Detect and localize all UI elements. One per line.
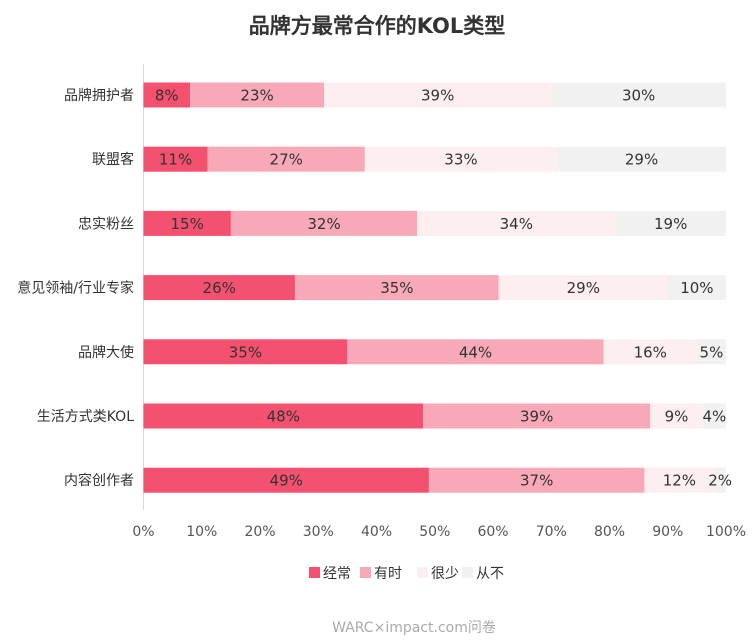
x-tick-label: 100% — [706, 524, 746, 540]
bar-segment — [615, 210, 726, 236]
x-tick-label: 40% — [361, 524, 392, 540]
x-tick-label: 30% — [303, 524, 334, 540]
bar-segment — [714, 467, 726, 493]
data-label: 32% — [307, 215, 340, 233]
chart-title: 品牌方最常合作的KOL类型 — [249, 14, 506, 38]
bar-segment — [324, 82, 552, 108]
x-tick-label: 70% — [536, 524, 567, 540]
bar-segment — [423, 403, 651, 429]
data-label: 15% — [171, 215, 204, 233]
data-label: 39% — [520, 408, 553, 426]
data-label: 33% — [444, 151, 477, 169]
bar-segment — [650, 403, 703, 429]
bars-group: 8% 23% 39% 30% 11% 27% 33% 29% 15% 32% 34% 19% 26% 35… — [143, 82, 732, 493]
bar-segment — [702, 403, 726, 429]
bar-segment — [143, 467, 429, 493]
x-tick-label: 50% — [419, 524, 450, 540]
bar-segment — [557, 146, 726, 172]
data-label: 9% — [665, 408, 689, 426]
data-label: 29% — [625, 151, 658, 169]
source-note: WARC×impact.com问卷 — [332, 620, 496, 636]
bar-segment — [498, 275, 668, 301]
bar-segment — [644, 467, 715, 493]
x-tick-label: 20% — [244, 524, 275, 540]
legend-swatch — [309, 567, 320, 578]
data-label: 49% — [270, 472, 303, 490]
bar-segment — [667, 275, 726, 301]
bar-segment — [190, 82, 325, 108]
category-label: 品牌大使 — [78, 344, 134, 361]
bar-segment — [347, 339, 604, 365]
category-label: 内容创作者 — [64, 472, 134, 489]
data-label: 12% — [663, 472, 696, 490]
bar-segment — [428, 467, 645, 493]
bar-segment — [230, 210, 418, 236]
legend-label: 经常 — [323, 566, 351, 582]
legend-swatch — [462, 567, 473, 578]
data-label: 19% — [654, 215, 687, 233]
data-label: 5% — [700, 343, 724, 361]
data-label: 23% — [240, 87, 273, 105]
data-label: 10% — [680, 279, 713, 297]
category-label: 忠实粉丝 — [78, 216, 134, 232]
bar-segment — [143, 403, 424, 429]
data-label: 4% — [702, 408, 726, 426]
data-label: 8% — [155, 87, 179, 105]
x-tick-label: 0% — [132, 524, 154, 540]
data-label: 2% — [708, 472, 732, 490]
bar-segment — [551, 82, 726, 108]
legend-label: 有时 — [374, 566, 402, 582]
bar-segment — [143, 275, 295, 301]
legend-label: 从不 — [476, 566, 504, 582]
data-label: 35% — [380, 279, 413, 297]
x-tick-label: 10% — [186, 524, 217, 540]
data-label: 34% — [500, 215, 533, 233]
bar-segment — [143, 210, 231, 236]
x-tick-label: 90% — [652, 524, 683, 540]
x-axis-ticks: 0% 10% 20% 30% 40% 50% 60% 70% 80% 90% 100% — [132, 524, 746, 540]
bar-segment — [364, 146, 558, 172]
legend: 经常 有时 很少 从不 — [309, 566, 504, 582]
data-label: 26% — [203, 279, 236, 297]
legend-swatch — [417, 567, 428, 578]
bar-segment — [143, 339, 348, 365]
bar-segment — [207, 146, 365, 172]
legend-swatch — [360, 567, 371, 578]
data-label: 48% — [267, 408, 300, 426]
bar-segment — [696, 339, 726, 365]
data-label: 35% — [229, 343, 262, 361]
data-label: 30% — [622, 87, 655, 105]
bar-segment — [143, 146, 208, 172]
x-tick-label: 80% — [594, 524, 625, 540]
x-tick-label: 60% — [477, 524, 508, 540]
bar-segment — [143, 82, 191, 108]
bar-segment — [417, 210, 616, 236]
category-label: 意见领袖/行业专家 — [17, 280, 134, 297]
data-label: 11% — [159, 151, 192, 169]
data-label: 16% — [634, 343, 667, 361]
data-label: 29% — [567, 279, 600, 297]
data-label: 37% — [520, 472, 553, 490]
category-label: 生活方式类KOL — [37, 409, 134, 425]
category-label: 品牌拥护者 — [64, 87, 134, 104]
legend-label: 很少 — [431, 566, 459, 582]
data-label: 39% — [421, 87, 454, 105]
bar-segment — [294, 275, 499, 301]
category-label: 联盟客 — [92, 151, 134, 168]
data-label: 27% — [270, 151, 303, 169]
data-label: 44% — [459, 343, 492, 361]
bar-segment — [603, 339, 697, 365]
